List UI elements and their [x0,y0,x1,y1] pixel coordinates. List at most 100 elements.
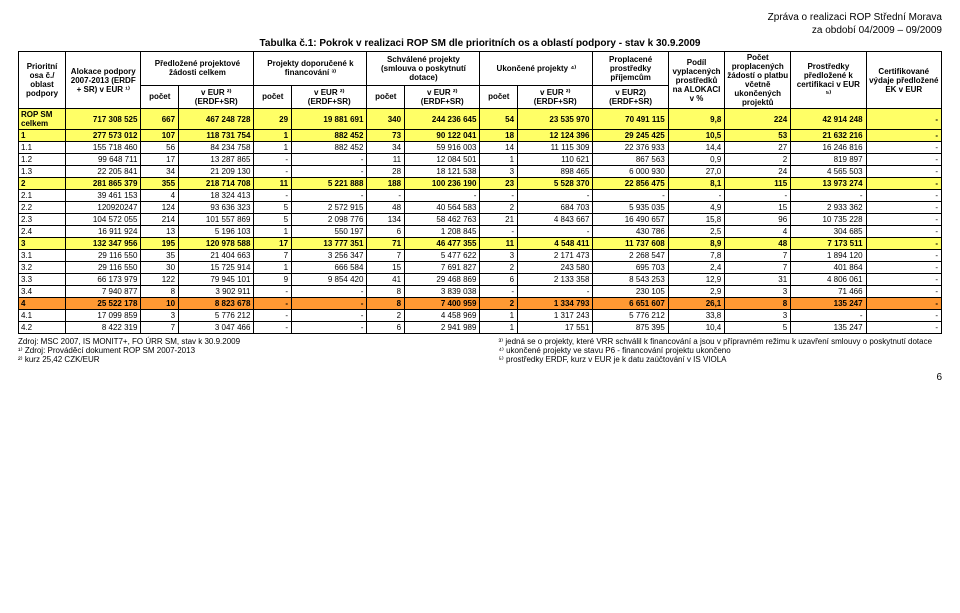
cell: 58 462 763 [405,214,480,226]
cell: 42 914 248 [791,109,866,130]
cell: - [518,226,593,238]
cell: 84 234 758 [179,142,254,154]
cell: 281 865 379 [66,178,141,190]
th-sub: počet [367,85,405,108]
th-certvyd: Certifikované výdaje předložené EK v EUR [866,52,941,109]
cell: 9,8 [668,109,725,130]
cell: 3.1 [19,250,66,262]
cell: 22 856 475 [593,178,668,190]
cell: 5 776 212 [179,310,254,322]
cell: 4 548 411 [518,238,593,250]
cell: 3 [480,166,518,178]
cell: 4 806 061 [791,274,866,286]
cell: - [866,214,941,226]
cell: 18 121 538 [405,166,480,178]
table-row: 1.299 648 7111713 287 865--1112 084 5011… [19,154,942,166]
cell: 666 584 [292,262,367,274]
th-cert: Prostředky předložené k certifikaci v EU… [791,52,866,109]
cell: 4,9 [668,202,725,214]
cell: 66 173 979 [66,274,141,286]
cell: 16 911 924 [66,226,141,238]
th-sub: počet [141,85,179,108]
cell: 41 [367,274,405,286]
cell: 2,4 [668,262,725,274]
cell: - [866,262,941,274]
cell: - [480,226,518,238]
cell: 3 [141,310,179,322]
cell: 695 703 [593,262,668,274]
cell: - [292,286,367,298]
cell: - [292,310,367,322]
cell: - [866,238,941,250]
cell: 96 [725,214,791,226]
table-row: 2.212092024712493 636 32352 572 9154840 … [19,202,942,214]
cell: - [254,322,292,334]
report-title-1: Zpráva o realizaci ROP Střední Morava [18,12,942,23]
cell: - [254,298,292,310]
cell: 73 [367,130,405,142]
cell: 2.3 [19,214,66,226]
cell: 21 209 130 [179,166,254,178]
cell: 135 247 [791,298,866,310]
cell: 134 [367,214,405,226]
cell: 9 [254,274,292,286]
cell: 22 376 933 [593,142,668,154]
page-number: 6 [18,372,942,383]
cell: 135 247 [791,322,866,334]
cell: - [866,322,941,334]
th-pocet-prop: Počet proplacených žádostí o platbu včet… [725,52,791,109]
cell: - [866,109,941,130]
cell: 10 [141,298,179,310]
cell: - [866,298,941,310]
cell: 26,1 [668,298,725,310]
cell: - [866,274,941,286]
cell: 118 731 754 [179,130,254,142]
footnote: ⁵⁾ prostředky ERDF, kurz v EUR je k datu… [498,355,942,364]
cell: 898 465 [518,166,593,178]
cell: 5 [254,214,292,226]
table-row: ROP SM celkem717 308 525667467 248 72829… [19,109,942,130]
th-g4: Schválené projekty (smlouva o poskytnutí… [367,52,480,86]
th-alokace: Alokace podpory 2007-2013 (ERDF + SR) v … [66,52,141,109]
cell: 93 636 323 [179,202,254,214]
cell: 277 573 012 [66,130,141,142]
cell: 430 786 [593,226,668,238]
cell: 3 047 466 [179,322,254,334]
cell: 1.2 [19,154,66,166]
cell: 122 [141,274,179,286]
table-row: 1277 573 012107118 731 7541882 4527390 1… [19,130,942,142]
cell: - [480,286,518,298]
cell: 2 [725,154,791,166]
cell: 21 [480,214,518,226]
cell: 7 691 827 [405,262,480,274]
cell: - [254,310,292,322]
cell: 1 [254,130,292,142]
table-row: 2.3104 572 055214101 557 86952 098 77613… [19,214,942,226]
cell: - [866,130,941,142]
cell: 5 [725,322,791,334]
cell: 19 881 691 [292,109,367,130]
cell: 29 [254,109,292,130]
cell: 8 [367,286,405,298]
cell: 120 978 588 [179,238,254,250]
cell: 2 [480,262,518,274]
cell: 1 [480,154,518,166]
cell: - [518,190,593,202]
cell: 304 685 [791,226,866,238]
cell: 46 477 355 [405,238,480,250]
cell: - [866,202,941,214]
cell: 6 000 930 [593,166,668,178]
cell: 7 940 877 [66,286,141,298]
table-row: 3.129 116 5503521 404 66373 256 34775 47… [19,250,942,262]
cell: 34 [367,142,405,154]
cell: 5 935 035 [593,202,668,214]
cell: 0,9 [668,154,725,166]
cell: 17 [141,154,179,166]
cell: 12 084 501 [405,154,480,166]
th-g2: Předložené projektové žádosti celkem [141,52,254,86]
cell: 4.2 [19,322,66,334]
cell: 7 [367,250,405,262]
cell: 104 572 055 [66,214,141,226]
table-row: 1.322 205 8413421 209 130--2818 121 5383… [19,166,942,178]
cell: 2,9 [668,286,725,298]
